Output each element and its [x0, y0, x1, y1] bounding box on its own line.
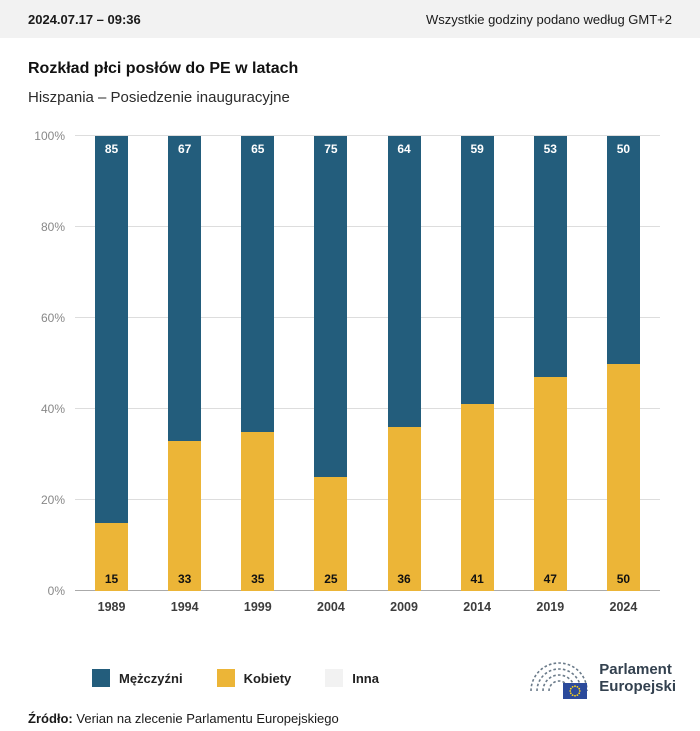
bar-slot: 65 35	[221, 136, 294, 591]
legend-item: Mężczyźni	[92, 669, 183, 687]
bar-slot: 50 50	[587, 136, 660, 591]
x-tick-label: 2024	[609, 600, 638, 614]
legend-label: Inna	[352, 670, 379, 686]
men-value-label: 67	[178, 142, 192, 157]
gridline	[75, 135, 660, 136]
y-tick-label: 0%	[47, 584, 65, 598]
header: Rozkład płci posłów do PE w latach Hiszp…	[28, 60, 672, 106]
segment-men: 85	[95, 136, 129, 523]
segment-women: 50	[606, 363, 640, 591]
gridline	[75, 408, 660, 409]
segment-women: 25	[314, 477, 348, 591]
segment-men: 53	[533, 136, 567, 378]
segment-women: 41	[460, 404, 494, 591]
bar-slot: 85 15	[75, 136, 148, 591]
page-title: Rozkład płci posłów do PE w latach	[28, 60, 299, 77]
men-value-label: 64	[397, 142, 411, 157]
legend-item: Inna	[325, 669, 379, 687]
stacked-bar: 67 33	[168, 136, 202, 591]
segment-men: 64	[387, 136, 421, 428]
stacked-bar-chart: 0% 20% 40% 60% 80% 100% 85 15 67 33 65 35 75 25 64 36 59…	[0, 129, 700, 615]
legend-swatch	[325, 669, 344, 687]
women-value-label: 25	[324, 572, 338, 586]
women-value-label: 41	[470, 572, 484, 586]
segment-women: 33	[168, 440, 202, 591]
segment-men: 67	[168, 136, 202, 441]
top-bar: 2024.07.17 – 09:36 Wszystkie godziny pod…	[0, 0, 700, 38]
legend-swatch	[216, 669, 235, 687]
source-value: Verian na zlecenie Parlamentu Europejski…	[76, 711, 339, 726]
gridline	[75, 226, 660, 227]
stacked-bar: 50 50	[606, 136, 640, 591]
x-tick-label: 2009	[390, 600, 418, 614]
segment-men: 65	[241, 136, 275, 432]
y-tick-label: 20%	[40, 493, 65, 507]
legend-item: Kobiety	[216, 669, 292, 687]
plot-area: 0% 20% 40% 60% 80% 100% 85 15 67 33 65 35 75 25 64 36 59…	[34, 129, 660, 598]
legend: Mężczyźni Kobiety Inna	[92, 669, 379, 687]
men-value-label: 85	[104, 142, 119, 156]
stacked-bar: 65 35	[241, 136, 275, 591]
datetime-label: 2024.07.17 – 09:36	[28, 11, 141, 27]
bar-slot: 64 36	[368, 136, 441, 591]
men-value-label: 65	[251, 142, 265, 156]
stacked-bar: 59 41	[460, 136, 494, 591]
x-tick-label: 2019	[536, 600, 565, 614]
timezone-note: Wszystkie godziny podano według GMT+2	[425, 11, 672, 27]
source-line: Źródło: Verian na zlecenie Parlamentu Eu…	[28, 711, 672, 726]
segment-men: 50	[606, 136, 640, 364]
women-value-label: 50	[616, 572, 631, 586]
men-value-label: 75	[324, 142, 338, 156]
logo-text: Parlament Europejski	[599, 661, 676, 696]
source-label: Źródło:	[28, 711, 73, 726]
men-value-label: 53	[543, 142, 557, 157]
x-tick-label: 2014	[463, 600, 492, 614]
legend-label: Kobiety	[243, 670, 292, 686]
women-value-label: 36	[397, 572, 411, 586]
segment-men: 59	[460, 136, 494, 405]
men-value-label: 59	[470, 142, 484, 157]
x-tick-label: 1994	[170, 600, 199, 614]
logo-text-line1: Parlament	[599, 660, 672, 678]
segment-women: 36	[387, 427, 421, 591]
x-tick-label: 2004	[317, 600, 345, 614]
stacked-bar: 85 15	[95, 136, 129, 591]
women-value-label: 35	[251, 572, 265, 586]
y-tick-label: 80%	[40, 220, 65, 234]
stacked-bar: 64 36	[387, 136, 421, 591]
hemicycle-icon	[530, 662, 589, 699]
y-tick-label: 60%	[40, 311, 65, 325]
stacked-bar: 75 25	[314, 136, 348, 591]
women-value-label: 15	[104, 572, 119, 586]
x-tick-label: 1999	[243, 600, 272, 614]
segment-men: 75	[314, 136, 348, 478]
gridline	[75, 590, 660, 591]
men-value-label: 50	[616, 142, 631, 156]
eu-flag-icon	[563, 683, 588, 699]
stacked-bar: 53 47	[533, 136, 567, 591]
y-tick-label: 100%	[34, 129, 65, 143]
segment-women: 15	[95, 522, 129, 591]
parliament-logo: Parlament Europejski	[527, 655, 676, 701]
bar-slot: 59 41	[441, 136, 514, 591]
gridline	[75, 499, 660, 500]
logo-text-line2: Europejski	[599, 678, 676, 695]
women-value-label: 47	[543, 572, 557, 586]
legend-label: Mężczyźni	[119, 670, 183, 686]
segment-women: 47	[533, 377, 567, 591]
page-subtitle: Hiszpania – Posiedzenie inauguracyjne	[28, 89, 290, 106]
legend-swatch	[92, 669, 110, 687]
bar-slot: 75 25	[294, 136, 367, 591]
women-value-label: 33	[178, 572, 192, 586]
segment-women: 35	[241, 431, 275, 591]
y-tick-label: 40%	[40, 402, 65, 416]
x-axis: 1989 1994 1999 2004 2009 2014 2019 2024	[75, 591, 660, 615]
x-tick-label: 1989	[97, 600, 126, 614]
bar-slot: 67 33	[148, 136, 221, 591]
gridline	[75, 317, 660, 318]
bottom-band: Mężczyźni Kobiety Inna	[92, 655, 676, 701]
bar-slot: 53 47	[514, 136, 587, 591]
